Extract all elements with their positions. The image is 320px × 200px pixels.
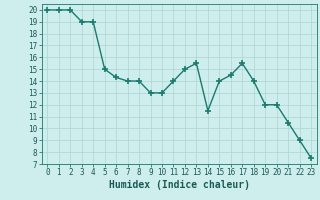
X-axis label: Humidex (Indice chaleur): Humidex (Indice chaleur) (109, 180, 250, 190)
